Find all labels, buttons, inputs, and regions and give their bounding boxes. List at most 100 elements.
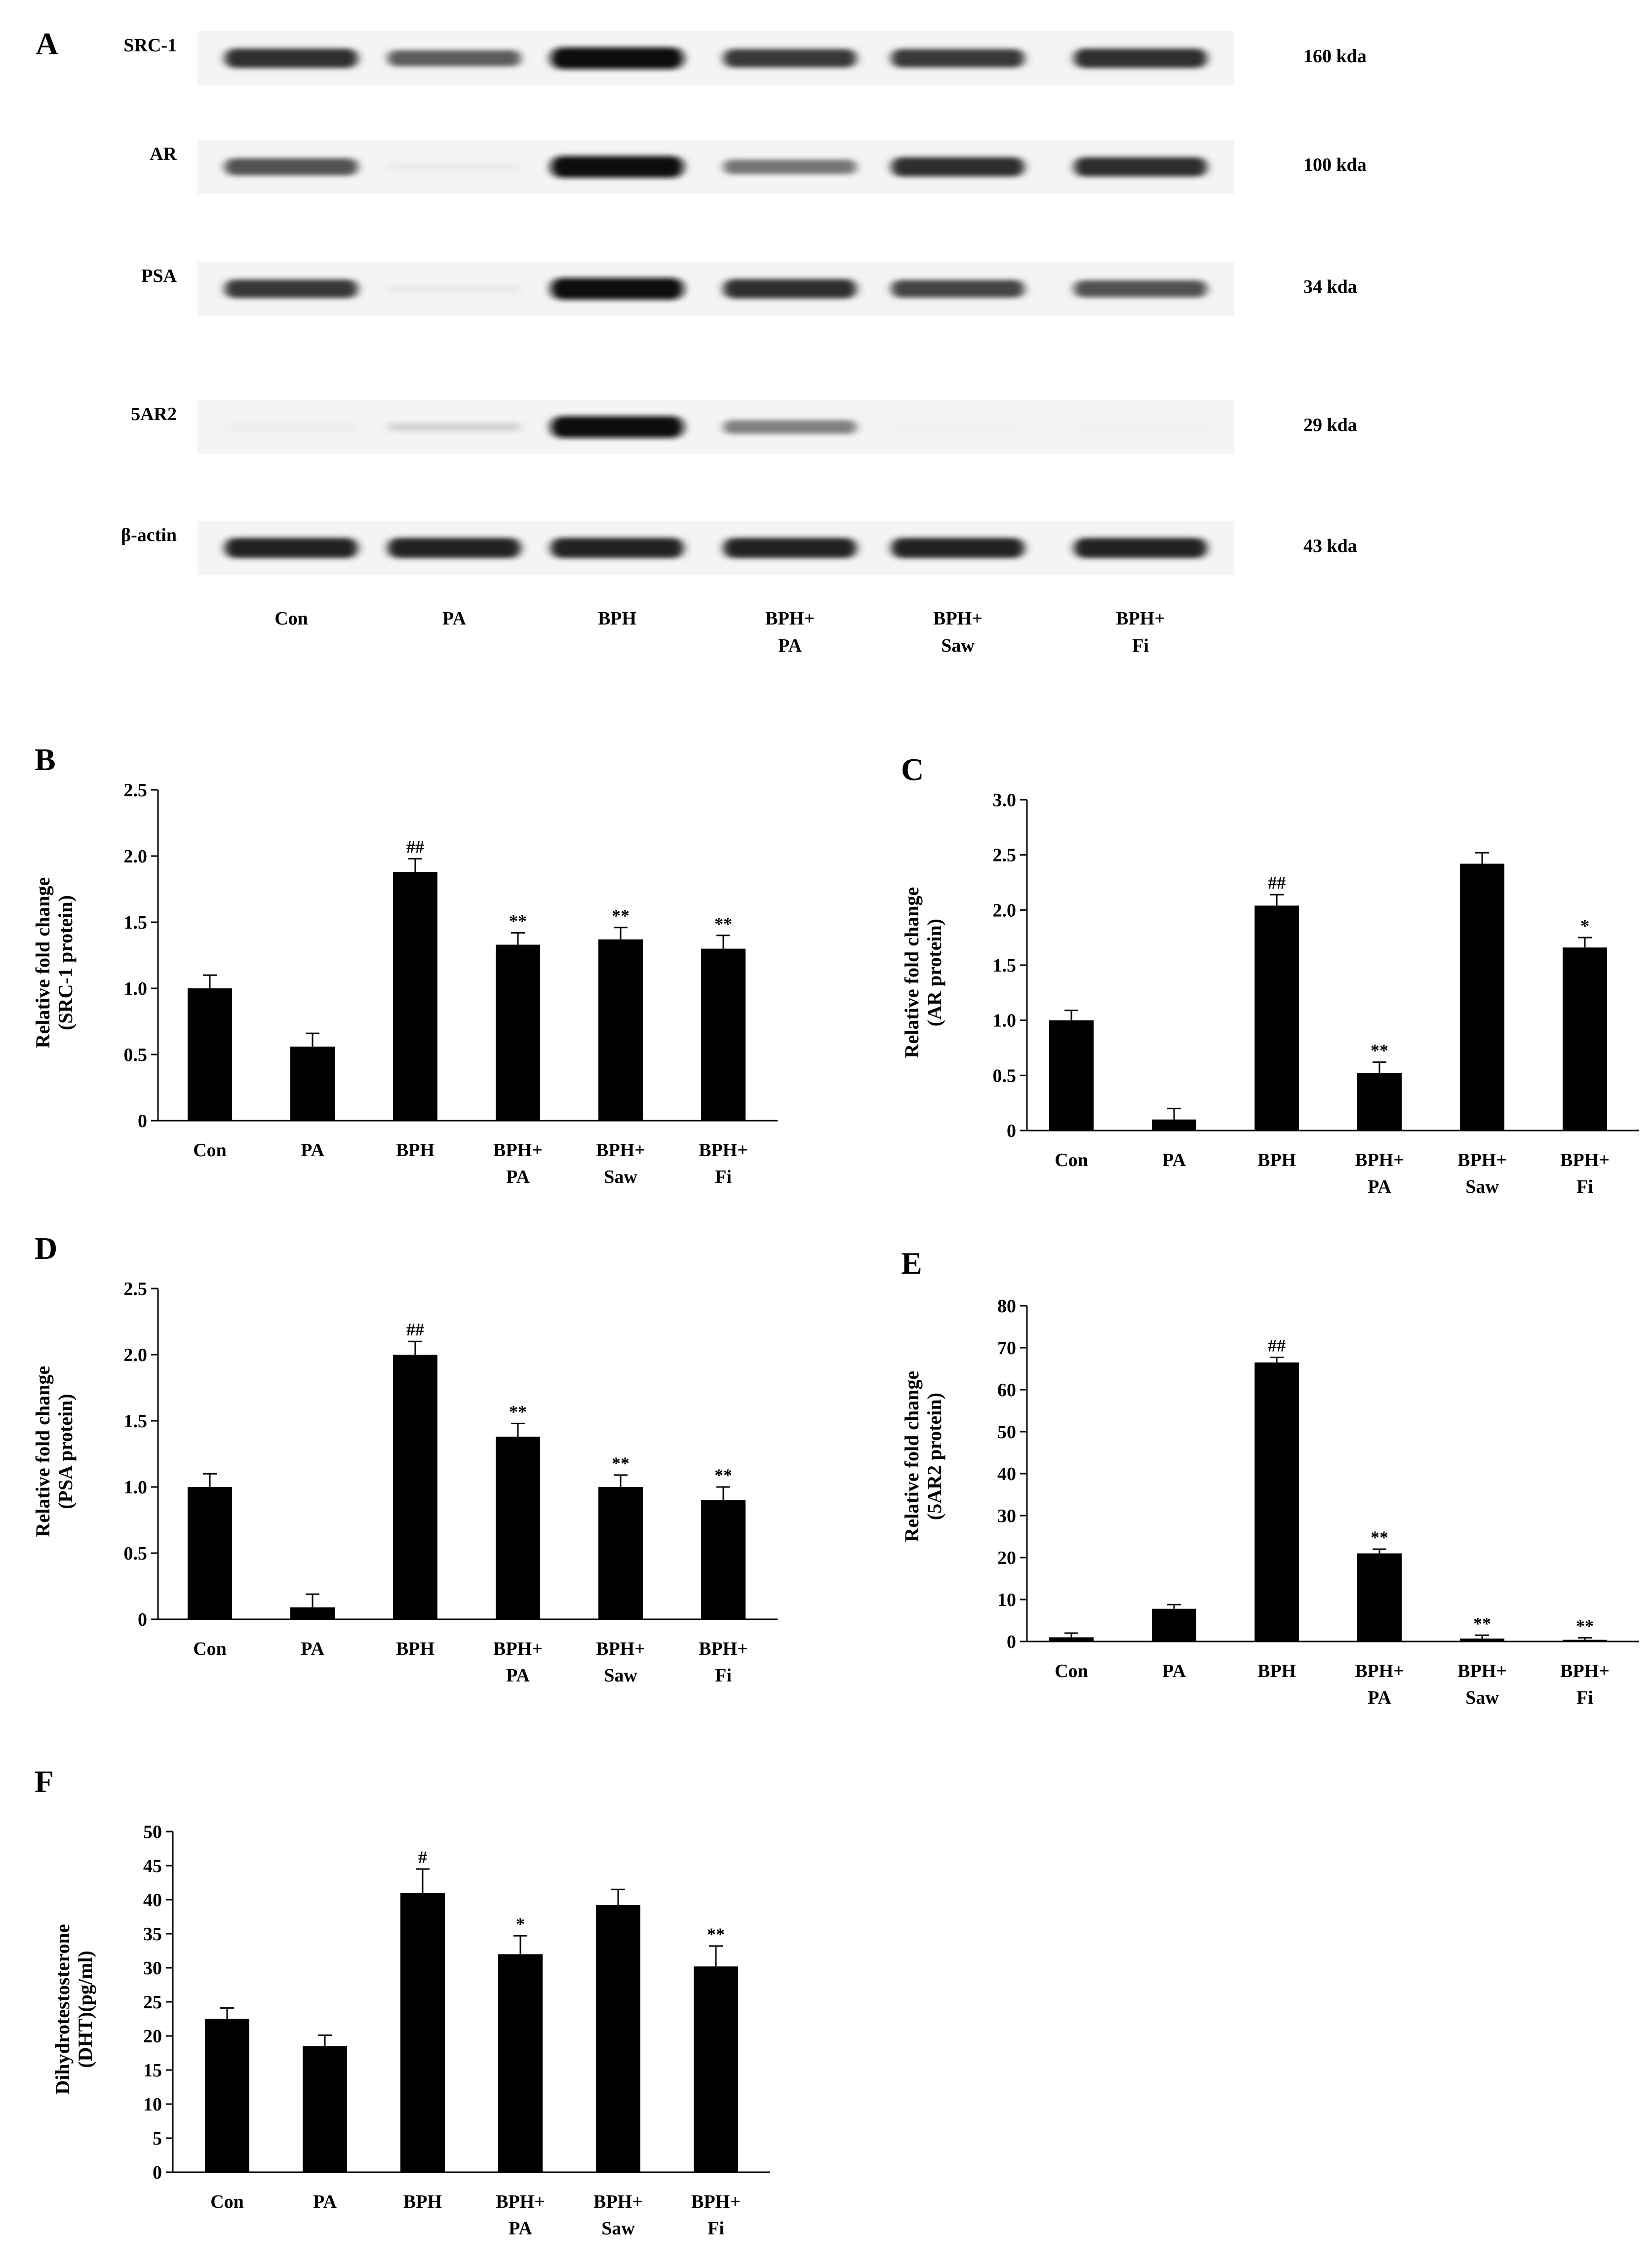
y-axis-title: Relative fold change (SRC-1 protein) [32, 877, 77, 1049]
band [551, 156, 684, 178]
x-tick-label: BPH+ [596, 1140, 645, 1161]
membrane-strip [197, 521, 1234, 575]
x-tick-label: Fi [1576, 1176, 1593, 1197]
protein-label: 5AR2 [131, 404, 177, 425]
significance-marker: ** [714, 1465, 732, 1485]
x-tick-label: BPH+ [596, 1639, 645, 1659]
panel-letter: E [901, 1246, 922, 1281]
band [1074, 280, 1207, 298]
y-tick-label: 25 [143, 1992, 162, 2013]
band [723, 49, 857, 68]
blot-row-3: 5AR2 29 kda [131, 400, 1357, 454]
y-tick-label: 20 [997, 1548, 1016, 1568]
band [891, 157, 1024, 177]
significance-marker: ** [509, 911, 527, 931]
panel-letter: F [35, 1764, 54, 1799]
y-axis-title-line: Relative fold change [32, 877, 54, 1049]
band [388, 285, 521, 292]
chart-panel-d: D Relative fold change (PSA protein) 0 0.5 1.… [32, 1231, 778, 1686]
y-tick-label: 2.5 [124, 780, 148, 801]
band [723, 538, 857, 558]
band [1074, 157, 1207, 177]
significance-marker: ** [714, 914, 732, 934]
bar [290, 1046, 335, 1121]
band [551, 416, 684, 438]
western-blot-panel: A SRC-1 160 kda AR 100 kda PSA 34 kda 5AR2 29 kd… [36, 26, 1367, 656]
x-tick-label: PA [506, 1167, 530, 1187]
y-tick-label: 1.0 [124, 1477, 148, 1498]
membrane-strip [197, 31, 1234, 85]
panel-letter-a: A [36, 26, 58, 61]
membrane-strip [197, 400, 1234, 454]
protein-label: PSA [141, 266, 177, 286]
x-tick-label: BPH+ [1560, 1150, 1610, 1171]
bar [596, 1905, 640, 2172]
bar [1357, 1553, 1402, 1641]
y-tick-label: 80 [997, 1296, 1016, 1317]
bar [205, 2019, 249, 2172]
band [891, 538, 1024, 558]
chart-panel-e: E Relative fold change (5AR2 protein) 0 10 20… [901, 1246, 1639, 1708]
bar [1049, 1637, 1094, 1641]
lane-label: Saw [941, 635, 975, 656]
x-tick-label: Fi [1576, 1687, 1593, 1708]
band [225, 48, 358, 68]
bar [598, 939, 643, 1121]
band [225, 158, 358, 176]
x-tick-label: PA [301, 1140, 324, 1161]
bar [1563, 947, 1607, 1131]
y-tick-label: 70 [997, 1338, 1016, 1359]
y-tick-label: 0.5 [124, 1543, 148, 1564]
x-tick-label: PA [1162, 1661, 1186, 1681]
band [723, 159, 857, 174]
significance-marker: ## [406, 837, 424, 857]
protein-label: β-actin [121, 525, 177, 546]
x-tick-label: Saw [604, 1665, 637, 1686]
x-tick-label: BPH+ [493, 1140, 543, 1161]
y-tick-label: 30 [143, 1958, 162, 1979]
y-tick-label: 30 [997, 1506, 1016, 1526]
significance-marker: ** [1371, 1527, 1388, 1547]
y-axis-title: Relative fold change (PSA protein) [32, 1366, 77, 1537]
significance-marker: # [418, 1847, 427, 1867]
x-tick-label: BPH [403, 2191, 442, 2212]
x-tick-label: Con [193, 1639, 227, 1659]
y-tick-label: 0 [1007, 1632, 1016, 1652]
significance-marker: ## [1268, 873, 1286, 893]
band [891, 280, 1024, 298]
band [891, 49, 1024, 68]
bar [1152, 1608, 1196, 1641]
y-tick-label: 0.5 [993, 1065, 1017, 1086]
y-tick-label: 1.5 [124, 912, 148, 933]
band [723, 420, 857, 434]
molecular-weight-label: 100 kda [1303, 155, 1367, 175]
bar [303, 2046, 347, 2172]
y-axis-title-line: Dihydrotestosterone [51, 1924, 74, 2094]
y-tick-label: 1.5 [124, 1411, 148, 1432]
bar [290, 1607, 335, 1619]
x-tick-label: BPH+ [1355, 1661, 1404, 1681]
x-tick-label: PA [313, 2191, 337, 2212]
y-axis-title-line: (PSA protein) [54, 1394, 77, 1509]
x-tick-label: BPH+ [593, 2191, 643, 2212]
bar [188, 988, 232, 1121]
lane-label: BPH [598, 608, 636, 629]
bar [1152, 1119, 1196, 1131]
lane-label: Con [275, 608, 308, 629]
band [891, 424, 1024, 430]
y-axis-title: Dihydrotestosterone (DHT)(pg/ml) [51, 1924, 96, 2094]
molecular-weight-label: 43 kda [1303, 536, 1357, 556]
protein-label: AR [150, 144, 177, 164]
chart-panel-f: F Dihydrotestosterone (DHT)(pg/ml) 0 5 10 15 20… [35, 1764, 770, 2239]
x-tick-label: BPH+ [493, 1639, 543, 1659]
bar [393, 1355, 437, 1619]
x-tick-label: BPH+ [1457, 1150, 1507, 1171]
x-tick-label: PA [1162, 1150, 1186, 1171]
x-tick-label: PA [301, 1639, 324, 1659]
band [388, 538, 521, 558]
significance-marker: ** [1576, 1616, 1594, 1636]
y-tick-label: 2.5 [124, 1279, 148, 1299]
y-tick-label: 50 [143, 1822, 162, 1842]
significance-marker: ** [612, 906, 629, 926]
x-tick-label: Con [1055, 1661, 1088, 1681]
